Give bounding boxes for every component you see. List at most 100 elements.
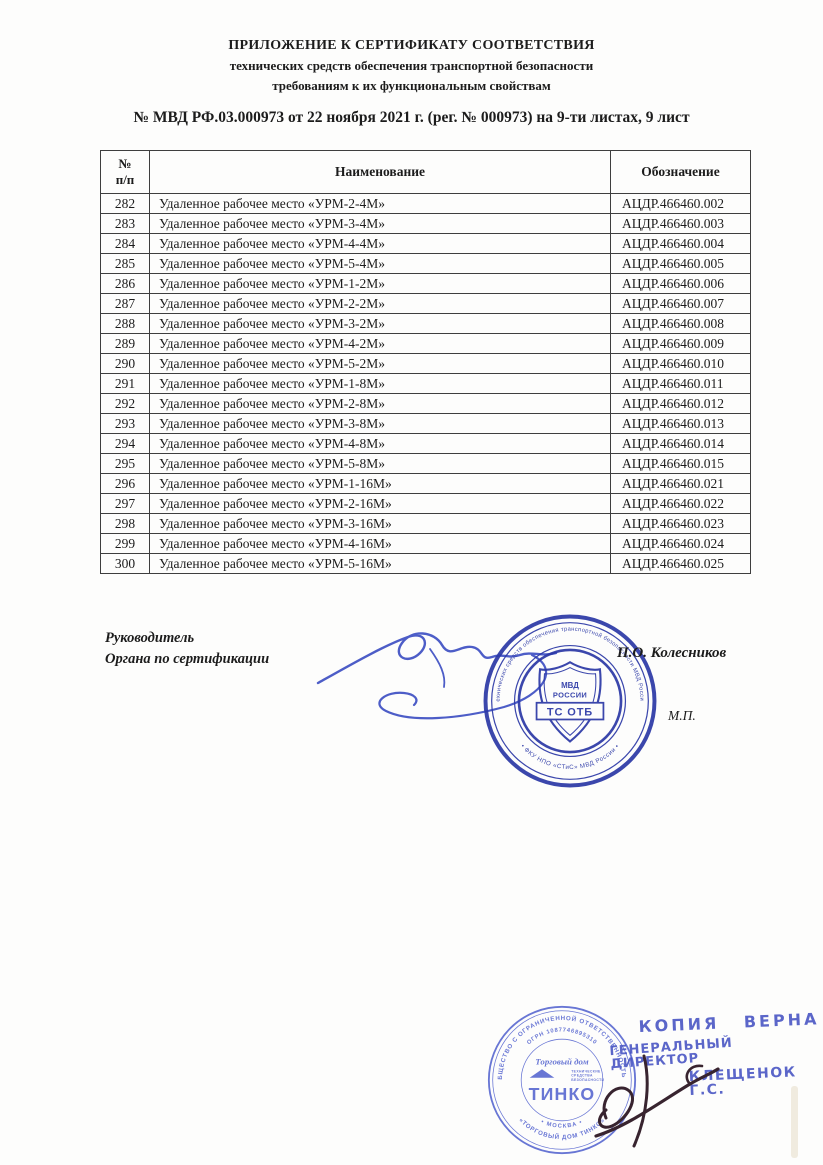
- cell-num: 298: [100, 513, 150, 534]
- table-row: 298 Удаленное рабочее место «УРМ-3-16М» АЦ…: [100, 513, 751, 534]
- stamp-ring-text-tradehouse: «ТОРГОВЫЙ ДОМ ТИНКО»: [517, 1117, 606, 1141]
- cell-name: Удаленное рабочее место «УРМ-2-8М»: [149, 393, 611, 414]
- cell-name: Удаленное рабочее место «УРМ-2-16М»: [149, 493, 611, 514]
- cell-designation: АЦДР.466460.003: [610, 213, 751, 234]
- shield-banner-text: ТС ОТБ: [547, 707, 593, 719]
- shield-icon: [538, 661, 602, 743]
- cell-num: 288: [100, 313, 150, 334]
- stamp-tagline-2: СРЕДСТВА: [571, 1074, 593, 1078]
- table-row: 297 Удаленное рабочее место «УРМ-2-16М» АЦ…: [100, 493, 751, 514]
- cell-designation: АЦДР.466460.005: [610, 253, 751, 274]
- table-row: 289 Удаленное рабочее место «УРМ-4-2М» АЦД…: [100, 333, 751, 354]
- certifier-role-line-1: Руководитель: [105, 630, 195, 646]
- cell-num: 297: [100, 493, 150, 514]
- cell-name: Удаленное рабочее место «УРМ-5-8М»: [149, 453, 611, 474]
- table-row: 296 Удаленное рабочее место «УРМ-1-16М» АЦ…: [100, 473, 751, 494]
- cell-name: Удаленное рабочее место «УРМ-3-2М»: [149, 313, 611, 334]
- table-row: 295 Удаленное рабочее место «УРМ-5-8М» АЦД…: [100, 453, 751, 474]
- cell-designation: АЦДР.466460.007: [610, 293, 751, 314]
- cell-num: 286: [100, 273, 150, 294]
- copy-verna-stamp: КОПИЯ ВЕРНА ГЕНЕРАЛЬНЫЙ ДИРЕКТОР КЛЕЩЕНО…: [594, 1009, 823, 1102]
- cell-num: 295: [100, 453, 150, 474]
- cell-name: Удаленное рабочее место «УРМ-4-16М»: [149, 533, 611, 554]
- scan-artifact: [791, 1086, 798, 1158]
- cell-designation: АЦДР.466460.011: [610, 373, 751, 394]
- cell-designation: АЦДР.466460.013: [610, 413, 751, 434]
- table-row: 284 Удаленное рабочее место «УРМ-4-4М» АЦД…: [100, 233, 751, 254]
- cell-num: 292: [100, 393, 150, 414]
- cell-num: 285: [100, 253, 150, 274]
- title-line-3: требованиям к их функциональным свойства…: [272, 78, 551, 93]
- certifier-role-line-2: Органа по сертификации: [105, 651, 270, 667]
- cell-name: Удаленное рабочее место «УРМ-5-4М»: [149, 253, 611, 274]
- cell-name: Удаленное рабочее место «УРМ-1-16М»: [149, 473, 611, 494]
- table-row: 292 Удаленное рабочее место «УРМ-2-8М» АЦД…: [100, 393, 751, 414]
- products-table: № п/п Наименование Обозначение 282 Удален…: [100, 150, 751, 574]
- cell-name: Удаленное рабочее место «УРМ-5-2М»: [149, 353, 611, 374]
- table-row: 288 Удаленное рабочее место «УРМ-3-2М» АЦД…: [100, 313, 751, 334]
- cell-name: Удаленное рабочее место «УРМ-3-8М»: [149, 413, 611, 434]
- stamp-ogrn-text: ОГРН 1087746895310: [526, 1027, 597, 1046]
- tinko-logo-text: ТИНКО: [529, 1084, 596, 1104]
- shield-text-mvd: МВД: [561, 681, 579, 690]
- table-row: 286 Удаленное рабочее место «УРМ-1-2М» АЦД…: [100, 273, 751, 294]
- cell-designation: АЦДР.466460.024: [610, 533, 751, 554]
- table-row: 285 Удаленное рабочее место «УРМ-5-4М» АЦД…: [100, 253, 751, 274]
- cell-num: 287: [100, 293, 150, 314]
- shield-banner: [535, 701, 605, 721]
- stamp-ring-text-inner: • ФКУ НПО «СТиС» МВД России •: [519, 743, 620, 771]
- signer-name: П.О. Колесников: [617, 645, 727, 661]
- cell-num: 282: [100, 193, 150, 214]
- document-header: ПРИЛОЖЕНИЕ К СЕРТИФИКАТУ СООТВЕТСТВИЯ те…: [0, 38, 823, 127]
- title-line-1: ПРИЛОЖЕНИЕ К СЕРТИФИКАТУ СООТВЕТСТВИЯ: [228, 38, 595, 53]
- cell-name: Удаленное рабочее место «УРМ-2-2М»: [149, 293, 611, 314]
- cell-designation: АЦДР.466460.022: [610, 493, 751, 514]
- cell-name: Удаленное рабочее место «УРМ-4-4М»: [149, 233, 611, 254]
- copy-stamp-line-3: КЛЕЩЕНОК Г.С.: [688, 1064, 797, 1099]
- stamp-outer-ring: [483, 614, 657, 788]
- table-row: 299 Удаленное рабочее место «УРМ-4-16М» АЦ…: [100, 533, 751, 554]
- table-row: 300 Удаленное рабочее место «УРМ-5-16М» АЦ…: [100, 553, 751, 574]
- cell-name: Удаленное рабочее место «УРМ-3-16М»: [149, 513, 611, 534]
- table-body: 282 Удаленное рабочее место «УРМ-2-4М» АЦД…: [100, 193, 751, 574]
- cell-name: Удаленное рабочее место «УРМ-4-2М»: [149, 333, 611, 354]
- svg-text:• ФКУ НПО «СТиС» МВД России •: • ФКУ НПО «СТиС» МВД России •: [519, 743, 621, 771]
- cell-name: Удаленное рабочее место «УРМ-3-4М»: [149, 213, 611, 234]
- cell-designation: АЦДР.466460.023: [610, 513, 751, 534]
- cell-num: 300: [100, 553, 150, 574]
- header-cell-designation: Обозначение: [610, 150, 751, 194]
- header-cell-name: Наименование: [149, 150, 611, 194]
- mvd-certification-stamp: • технических средств обеспечения трансп…: [482, 613, 657, 788]
- svg-text:• МОСКВА •: • МОСКВА •: [540, 1119, 584, 1130]
- cell-num: 290: [100, 353, 150, 374]
- tinko-logo-roof-icon: [529, 1069, 555, 1078]
- cell-designation: АЦДР.466460.006: [610, 273, 751, 294]
- stamp-script-text: Торговый дом: [535, 1057, 588, 1067]
- header-cell-num: № п/п: [100, 150, 150, 194]
- table-row: 294 Удаленное рабочее место «УРМ-4-8М» АЦД…: [100, 433, 751, 454]
- cell-name: Удаленное рабочее место «УРМ-4-8М»: [149, 433, 611, 454]
- cell-name: Удаленное рабочее место «УРМ-5-16М»: [149, 553, 611, 574]
- cell-name: Удаленное рабочее место «УРМ-2-4М»: [149, 193, 611, 214]
- cell-num: 291: [100, 373, 150, 394]
- cell-designation: АЦДР.466460.021: [610, 473, 751, 494]
- cell-num: 296: [100, 473, 150, 494]
- table-row: 282 Удаленное рабочее место «УРМ-2-4М» АЦД…: [100, 193, 751, 214]
- registration-line: № МВД РФ.03.000973 от 22 ноября 2021 г. …: [133, 109, 690, 126]
- cell-num: 294: [100, 433, 150, 454]
- mp-label: М.П.: [668, 708, 696, 723]
- cell-designation: АЦДР.466460.015: [610, 453, 751, 474]
- cell-designation: АЦДР.466460.009: [610, 333, 751, 354]
- svg-text:ОГРН 1087746895310: ОГРН 1087746895310: [526, 1027, 598, 1046]
- cell-designation: АЦДР.466460.014: [610, 433, 751, 454]
- certifier-signature-ink: [316, 632, 558, 720]
- cell-designation: АЦДР.466460.025: [610, 553, 751, 574]
- cell-num: 299: [100, 533, 150, 554]
- table-row: 293 Удаленное рабочее место «УРМ-3-8М» АЦД…: [100, 413, 751, 434]
- table-header-row: № п/п Наименование Обозначение: [100, 150, 751, 194]
- cell-num: 289: [100, 333, 150, 354]
- svg-text:«ТОРГОВЫЙ ДОМ ТИНКО»: «ТОРГОВЫЙ ДОМ ТИНКО»: [517, 1117, 606, 1141]
- table-row: 283 Удаленное рабочее место «УРМ-3-4М» АЦД…: [100, 213, 751, 234]
- cell-num: 283: [100, 213, 150, 234]
- table-row: 291 Удаленное рабочее место «УРМ-1-8М» АЦД…: [100, 373, 751, 394]
